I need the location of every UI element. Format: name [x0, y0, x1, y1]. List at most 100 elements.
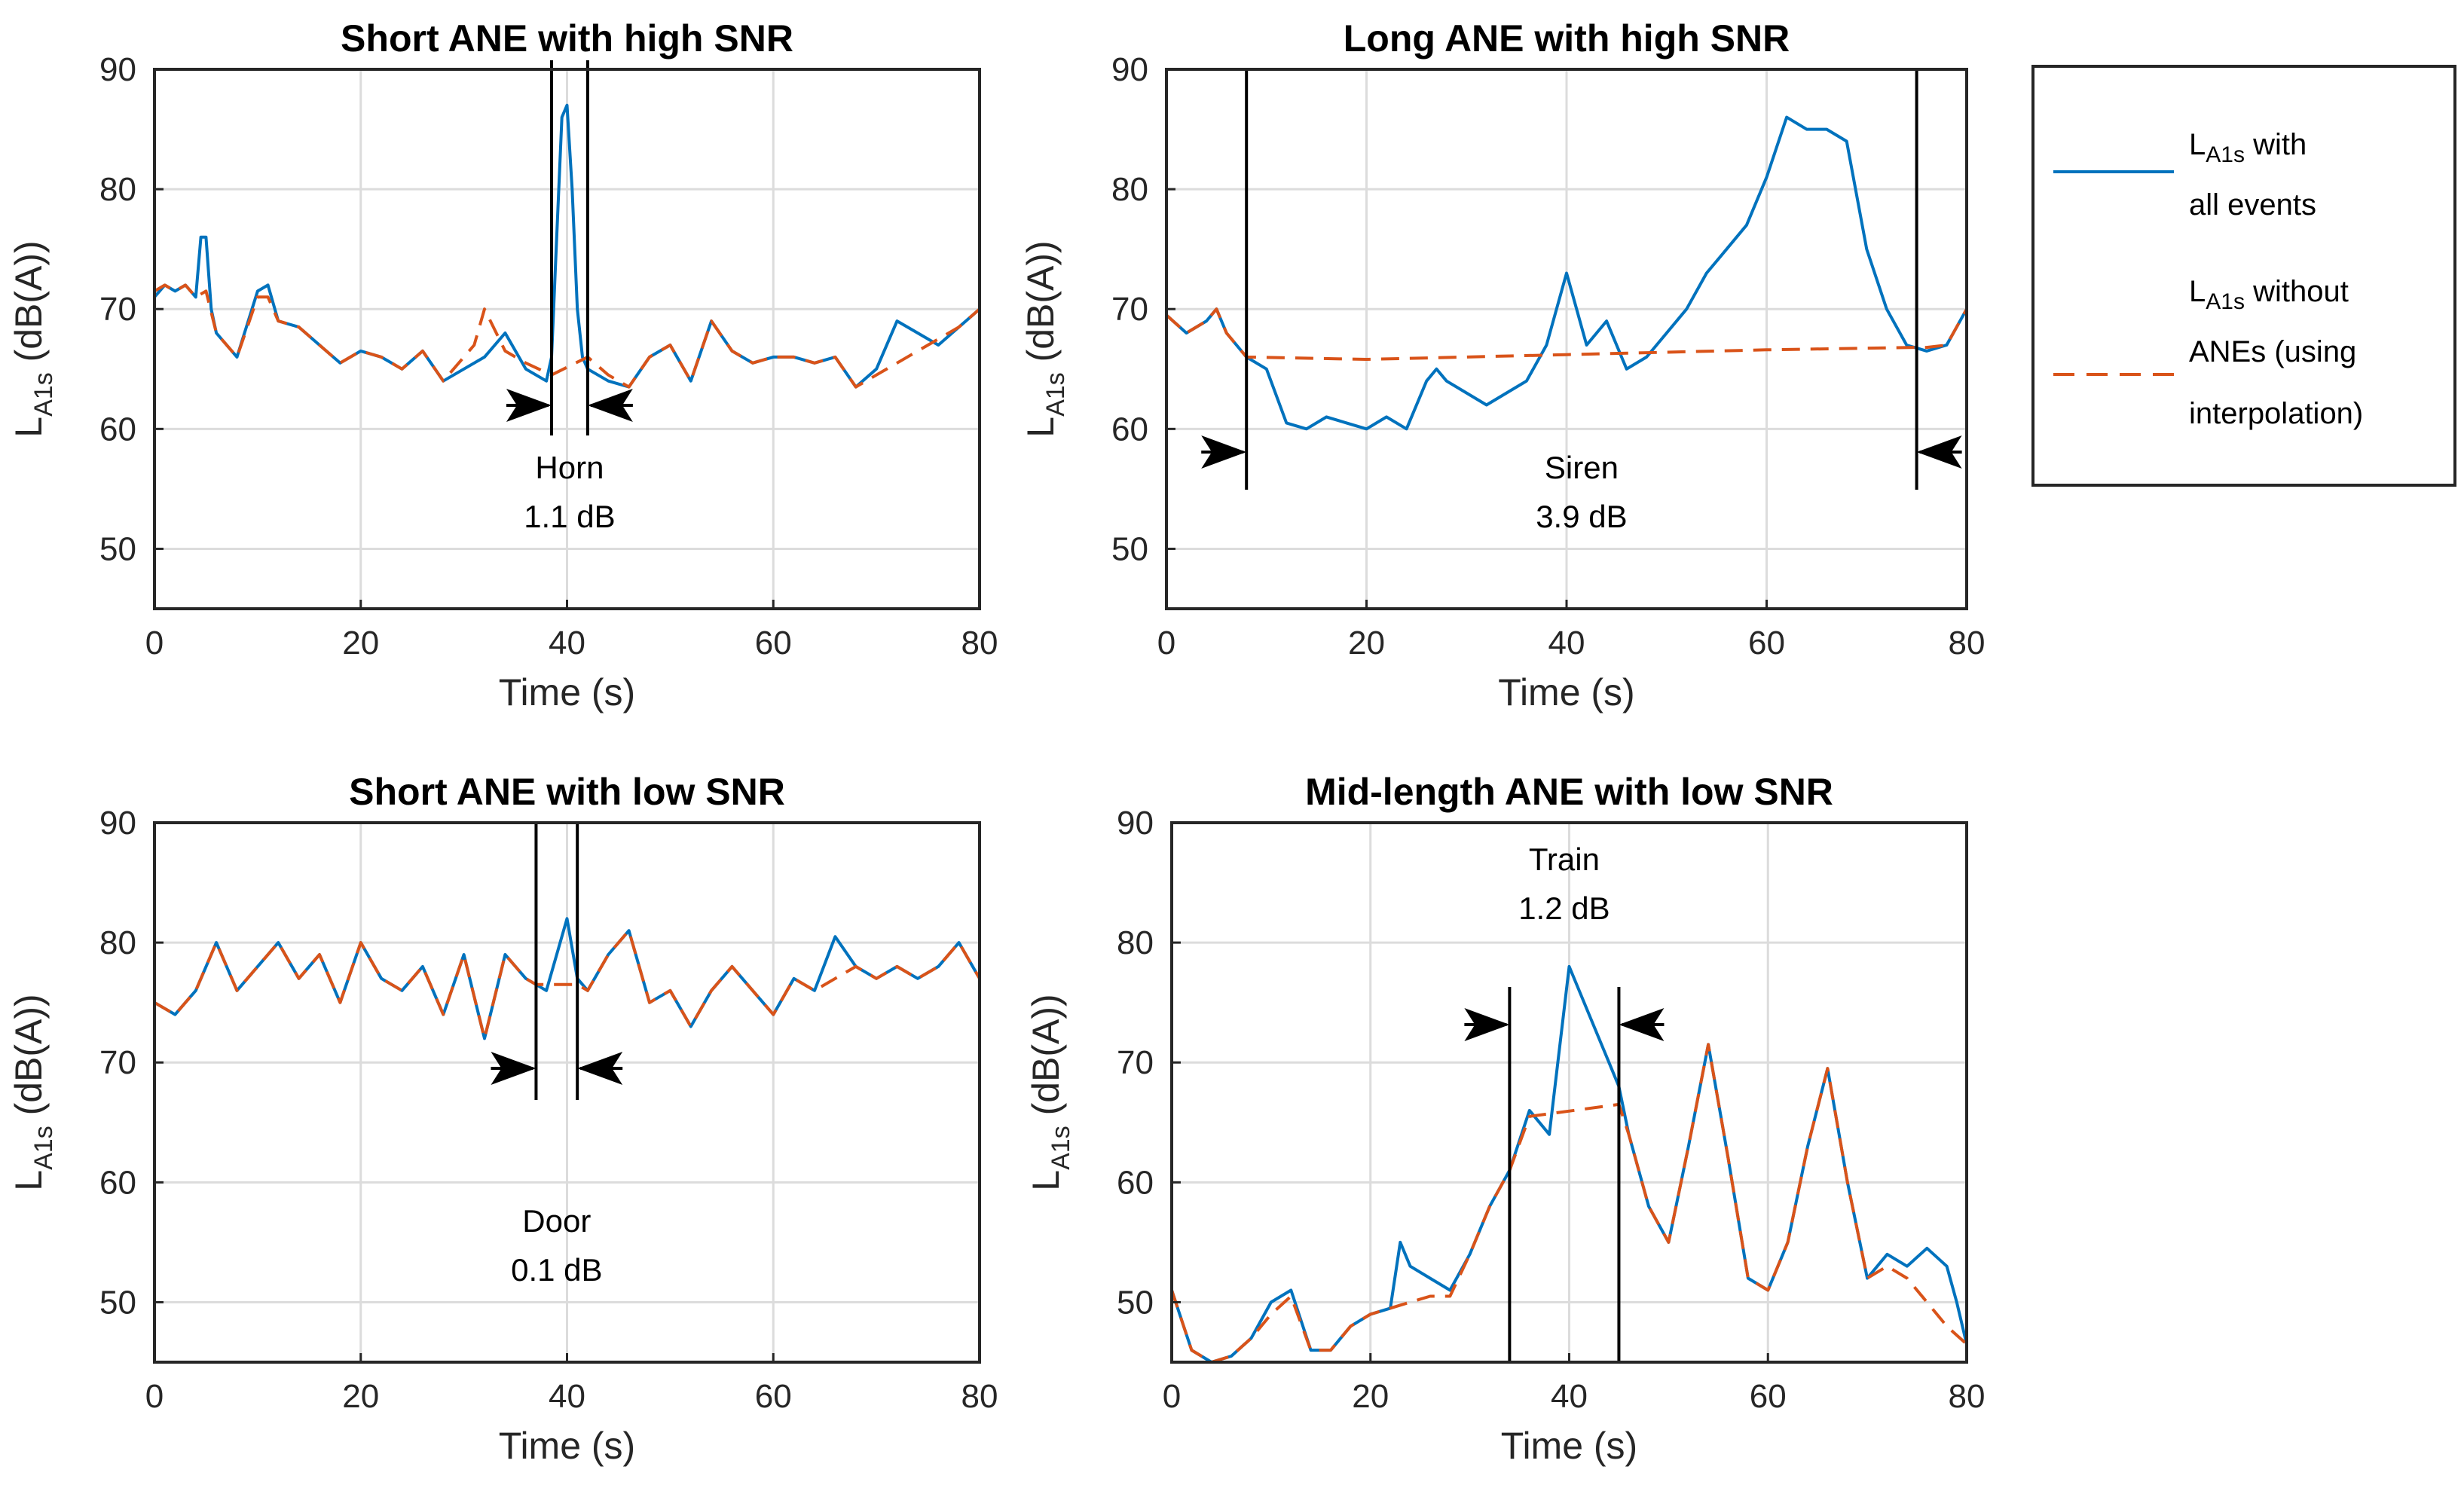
event-value: 1.1 dB [524, 499, 615, 534]
event-markers [491, 823, 623, 1100]
event-start-arrow-head [1464, 1008, 1510, 1041]
event-label: Siren [1545, 450, 1619, 485]
y-tick-label: 50 [99, 1284, 136, 1321]
event-start-arrow-head [491, 1052, 537, 1085]
x-axis-label: Time (s) [1498, 671, 1634, 713]
y-axis-label-sub: A1s [1041, 372, 1070, 417]
x-tick-label: 40 [549, 1378, 585, 1415]
y-tick-label: 50 [1117, 1284, 1154, 1321]
grid [154, 69, 980, 609]
series-without-anes [153, 283, 981, 389]
legend-entry2-line3: interpolation) [2189, 397, 2363, 430]
y-tick-label: 80 [1111, 171, 1148, 208]
y-axis-label-sub: A1s [29, 372, 58, 417]
y-axis-label: LA1s (dB(A)) [1025, 994, 1075, 1190]
event-label: Train [1529, 842, 1600, 877]
legend-entry2-line1: LA1s without [2189, 275, 2349, 314]
y-tick-label: 70 [99, 291, 136, 328]
y-tick-label: 70 [99, 1044, 136, 1081]
event-end-arrow-head [587, 389, 633, 422]
event-markers [1201, 69, 1962, 490]
grid [154, 823, 980, 1362]
x-tick-label: 20 [1352, 1378, 1389, 1415]
y-axis-label-rest: (dB(A)) [8, 994, 50, 1126]
x-axis-label: Time (s) [1501, 1425, 1637, 1467]
x-tick-label: 20 [342, 625, 379, 661]
y-tick-label: 70 [1117, 1044, 1154, 1081]
grid [1166, 69, 1967, 609]
y-axis-label-rest: (dB(A)) [8, 240, 50, 372]
x-tick-label: 60 [1748, 625, 1785, 661]
y-tick-label: 60 [99, 1164, 136, 1201]
x-tick-label: 40 [1548, 625, 1585, 661]
grid [1172, 823, 1967, 1362]
series-group [153, 917, 981, 1040]
x-tick-label: 0 [145, 1378, 164, 1415]
x-tick-label: 40 [1551, 1378, 1588, 1415]
event-value: 1.2 dB [1518, 891, 1610, 926]
event-start-arrow-head [1201, 435, 1247, 469]
panel-title: Mid-length ANE with low SNR [1305, 771, 1833, 813]
tick-labels: 0 20 40 60 80 50 60 70 80 90 [1117, 805, 1985, 1415]
y-tick-label: 80 [99, 171, 136, 208]
event-markers [1464, 987, 1665, 1362]
panel-title: Long ANE with high SNR [1344, 17, 1790, 60]
y-axis-label-rest: (dB(A)) [1025, 994, 1067, 1126]
y-tick-label: 90 [1117, 805, 1154, 842]
x-tick-label: 60 [755, 1378, 792, 1415]
legend: LA1s with all events LA1s without ANEs (… [2031, 65, 2456, 487]
series-group [1170, 964, 1968, 1364]
x-tick-label: 20 [1348, 625, 1385, 661]
y-axis-label-rest: (dB(A)) [1020, 240, 1062, 372]
x-tick-label: 0 [1163, 1378, 1181, 1415]
y-tick-label: 80 [99, 924, 136, 961]
x-tick-label: 80 [1949, 625, 1986, 661]
series-with-all-events [1170, 964, 1968, 1364]
event-value: 3.9 dB [1536, 499, 1627, 534]
y-tick-label: 60 [1111, 411, 1148, 448]
event-value: 0.1 dB [511, 1252, 602, 1288]
panel-short-ane-high-snr: Short ANE with high SNR 0 20 40 60 80 50 60 70 8… [8, 17, 998, 713]
panel-title: Short ANE with high SNR [341, 17, 793, 60]
y-axis-label-main: L [1025, 1170, 1067, 1191]
series-without-anes [1170, 1043, 1968, 1364]
y-tick-label: 70 [1111, 291, 1148, 328]
panel-title: Short ANE with low SNR [349, 771, 785, 813]
y-tick-label: 90 [99, 805, 136, 842]
event-end-arrow-head [577, 1052, 623, 1085]
legend-entry1-line1: LA1s with [2189, 128, 2307, 167]
legend-box [2031, 65, 2456, 487]
y-axis-label-main: L [8, 1170, 50, 1191]
x-tick-label: 60 [755, 625, 792, 661]
event-end-arrow-head [1619, 1008, 1665, 1041]
series-group [1165, 115, 1968, 431]
x-tick-label: 40 [549, 625, 585, 661]
x-tick-label: 80 [1949, 1378, 1986, 1415]
tick-labels: 0 20 40 60 80 50 60 70 80 90 [99, 805, 998, 1415]
y-axis-label-sub: A1s [29, 1126, 58, 1170]
panel-mid-length-ane-low-snr: Mid-length ANE with low SNR 0 20 40 60 80 50 6… [1025, 771, 1985, 1467]
legend-entry2-line2: ANEs (using [2189, 335, 2356, 368]
event-markers [506, 60, 633, 435]
x-tick-label: 80 [961, 625, 998, 661]
event-label: Door [522, 1203, 591, 1239]
x-tick-label: 20 [342, 1378, 379, 1415]
y-tick-label: 90 [1111, 51, 1148, 88]
panel-short-ane-low-snr: Short ANE with low SNR 0 20 40 60 80 50 60 70 80… [8, 771, 998, 1467]
event-end-arrow-head [1916, 435, 1962, 469]
y-tick-label: 60 [99, 411, 136, 448]
y-tick-label: 50 [99, 530, 136, 567]
series-without-anes [1165, 307, 1968, 361]
legend-entry1-line2: all events [2189, 188, 2316, 222]
y-axis-label-main: L [1020, 417, 1062, 438]
y-axis-label: LA1s (dB(A)) [1020, 240, 1070, 437]
y-axis-label-sub: A1s [1047, 1126, 1075, 1170]
x-tick-label: 60 [1750, 1378, 1787, 1415]
tick-labels: 0 20 40 60 80 50 60 70 80 90 [1111, 51, 1985, 661]
series-with-all-events [1165, 115, 1968, 431]
y-tick-label: 60 [1117, 1164, 1154, 1201]
y-axis-label: LA1s (dB(A)) [8, 994, 58, 1190]
y-axis-label: LA1s (dB(A)) [8, 240, 58, 437]
y-tick-label: 90 [99, 51, 136, 88]
